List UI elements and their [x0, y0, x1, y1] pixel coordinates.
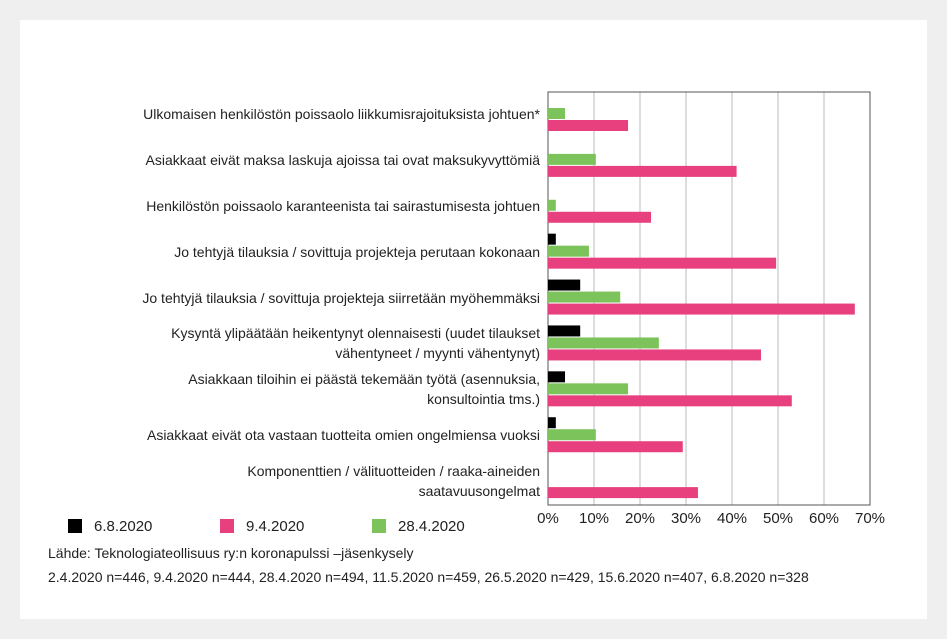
- bar: [548, 153, 596, 165]
- bar: [548, 199, 556, 211]
- bar: [548, 165, 737, 177]
- bar: [548, 371, 566, 383]
- category-label: Jo tehtyjä tilauksia / sovittuja projekt…: [174, 243, 540, 260]
- x-tick-label: 10%: [579, 510, 609, 527]
- source-note: Lähde: Teknologiateollisuus ry:n koronap…: [48, 545, 414, 561]
- category-label: Asiakkaat eivät maksa laskuja ajoissa ta…: [145, 151, 541, 168]
- bar: [548, 337, 659, 349]
- x-tick-label: 60%: [809, 510, 839, 527]
- category-label: Asiakkaat eivät ota vastaan tuotteita om…: [146, 427, 540, 444]
- bar: [548, 233, 556, 245]
- bar: [548, 487, 698, 499]
- panel: [20, 20, 927, 619]
- category-label: Asiakkaan tiloihin ei päästä tekemään ty…: [188, 371, 540, 408]
- category-label: Jo tehtyjä tilauksia / sovittuja projekt…: [142, 289, 540, 306]
- x-tick-label: 70%: [855, 510, 885, 527]
- x-tick-label: 20%: [625, 510, 655, 527]
- bar: [548, 279, 581, 291]
- legend-label: 9.4.2020: [246, 518, 304, 535]
- bar: [548, 257, 777, 269]
- bar: [548, 417, 556, 429]
- legend-swatch: [220, 519, 234, 533]
- bar: [548, 395, 792, 407]
- bar: [548, 245, 589, 257]
- category-label: Kysyntä ylipäätään heikentynyt olennaise…: [171, 325, 540, 362]
- x-tick-label: 50%: [763, 510, 793, 527]
- bar: [548, 325, 581, 337]
- legend-label: 6.8.2020: [94, 518, 152, 535]
- bar: [548, 211, 652, 223]
- bar: [548, 429, 596, 441]
- x-tick-label: 40%: [717, 510, 747, 527]
- bar: [548, 291, 621, 303]
- category-label: Komponenttien / välituotteiden / raaka-a…: [247, 463, 540, 500]
- category-label: Ulkomaisen henkilöstön poissaolo liikkum…: [143, 106, 540, 122]
- legend-swatch: [372, 519, 386, 533]
- category-label: Henkilöstön poissaolo karanteenista tai …: [146, 197, 540, 214]
- bar: [548, 108, 566, 119]
- bar: [548, 383, 629, 395]
- bar: [548, 303, 855, 315]
- bar: [548, 120, 629, 131]
- bar: [548, 441, 683, 453]
- legend-label: 28.4.2020: [398, 518, 465, 535]
- legend-swatch: [68, 519, 82, 533]
- bar: [548, 349, 761, 361]
- source-note: 2.4.2020 n=446, 9.4.2020 n=444, 28.4.202…: [48, 569, 809, 585]
- x-tick-label: 30%: [671, 510, 701, 527]
- x-tick-label: 0%: [537, 510, 559, 527]
